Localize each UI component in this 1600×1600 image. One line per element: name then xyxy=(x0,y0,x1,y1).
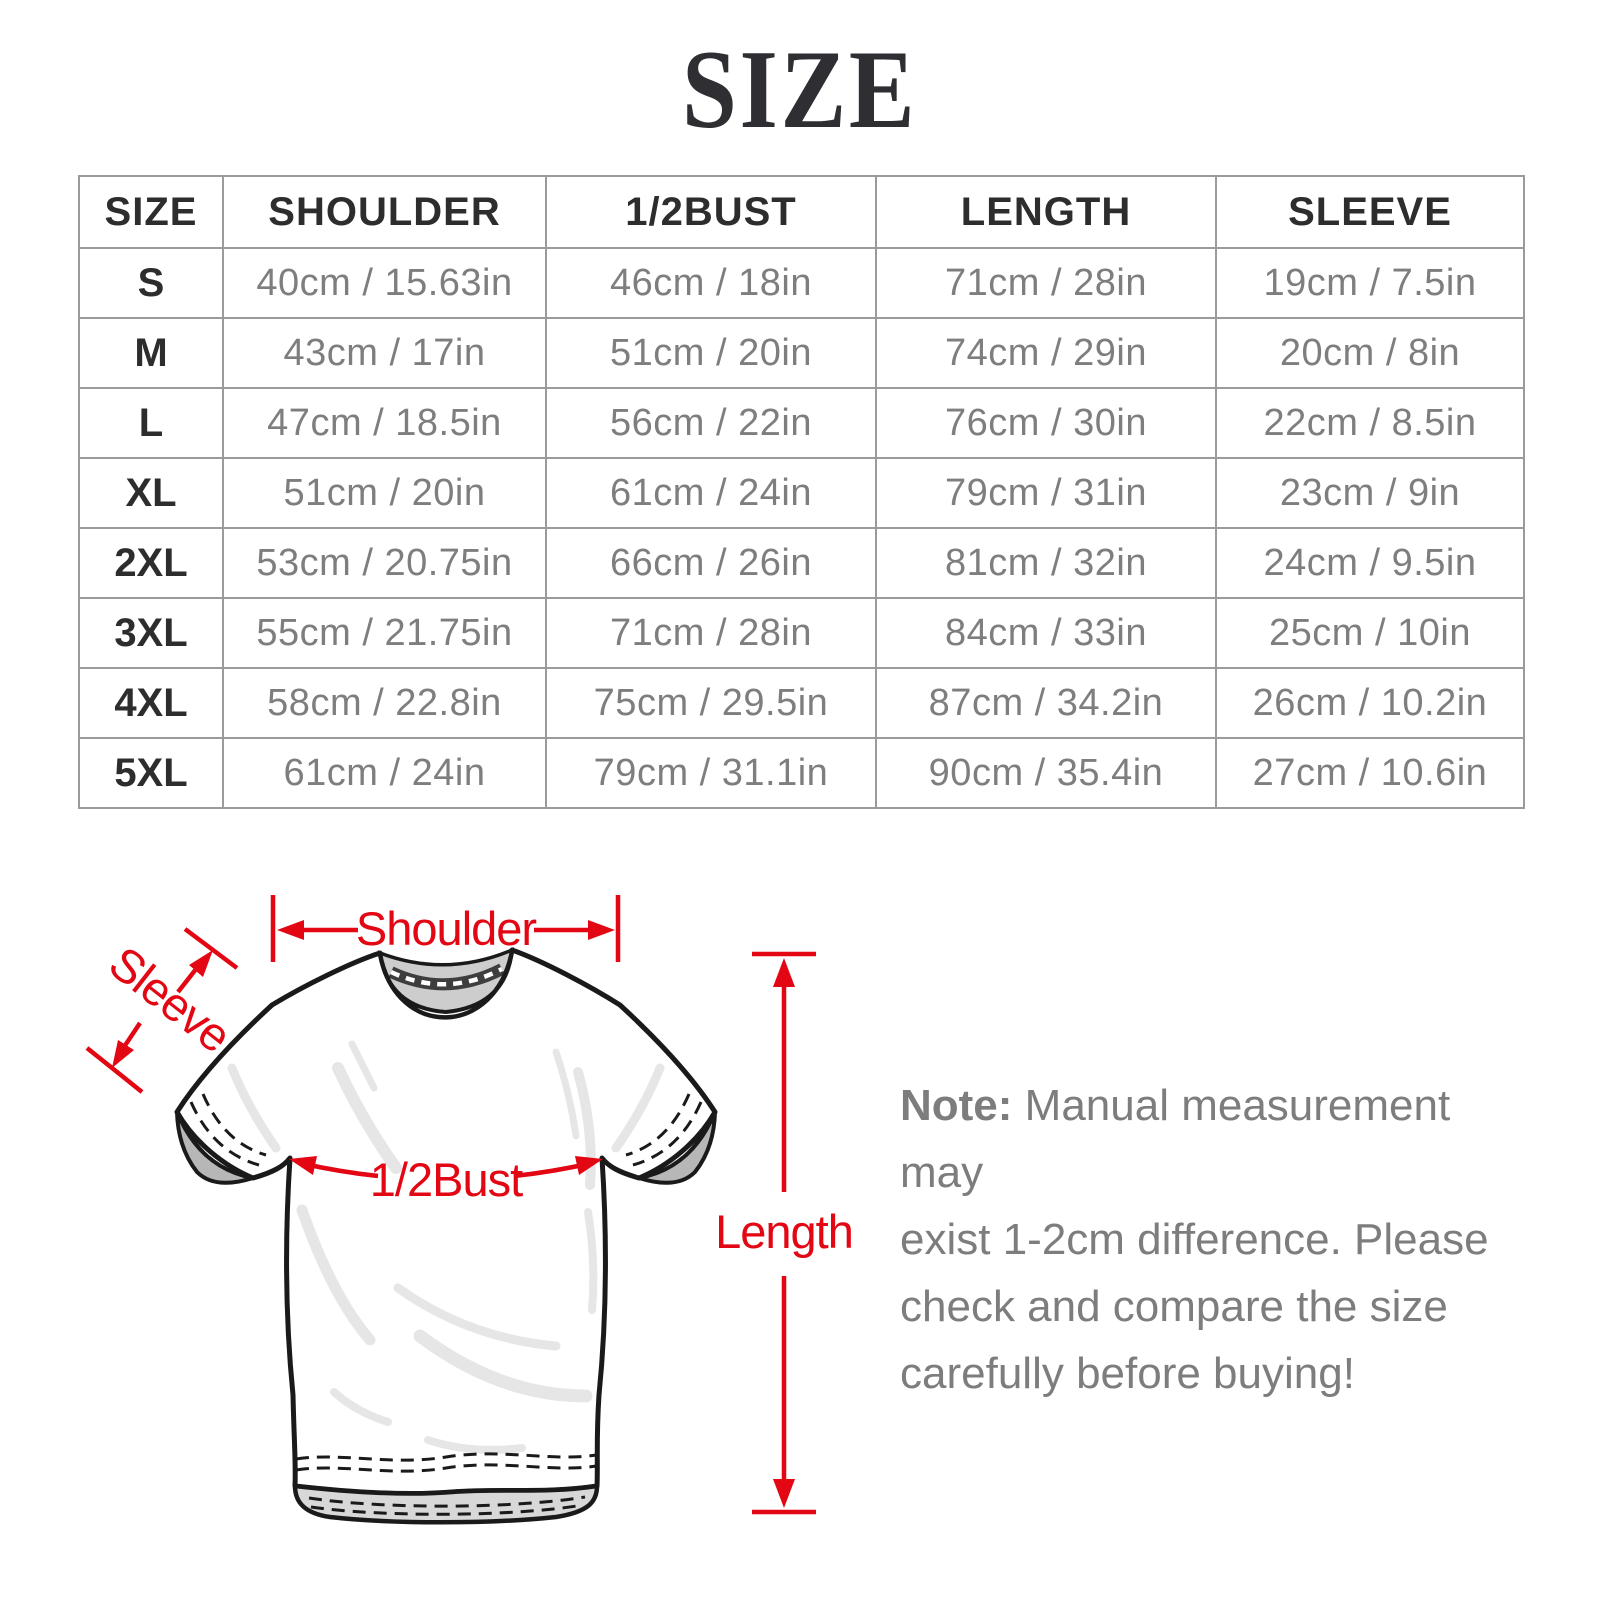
measurement-cell: 61cm / 24in xyxy=(222,737,547,809)
measurement-cell: 79cm / 31.1in xyxy=(545,737,877,809)
left-cuff xyxy=(175,1093,267,1185)
collar xyxy=(377,947,515,1020)
half-bust-label: 1/2Bust xyxy=(370,1153,523,1206)
note-line-2: exist 1-2cm difference. Please xyxy=(900,1215,1489,1264)
arrow-left-icon xyxy=(277,920,304,940)
right-cuff xyxy=(625,1093,717,1185)
note-line-4: carefully before buying! xyxy=(900,1349,1355,1398)
column-header: LENGTH xyxy=(875,175,1217,249)
size-cell: 5XL xyxy=(78,737,224,809)
page-title: SIZE xyxy=(0,34,1600,146)
measurement-cell: 79cm / 31in xyxy=(875,457,1217,529)
measurement-cell: 71cm / 28in xyxy=(545,597,877,669)
table-row: L 47cm / 18.5in 56cm / 22in 76cm / 30in 22cm… xyxy=(78,387,1525,459)
size-cell: XL xyxy=(78,457,224,529)
measurement-cell: 76cm / 30in xyxy=(875,387,1217,459)
measurement-cell: 81cm / 32in xyxy=(875,527,1217,599)
length-label: Length xyxy=(715,1205,853,1258)
measurement-cell: 43cm / 17in xyxy=(222,317,547,389)
measurement-cell: 53cm / 20.75in xyxy=(222,527,547,599)
measurement-cell: 71cm / 28in xyxy=(875,247,1217,319)
measurement-cell: 84cm / 33in xyxy=(875,597,1217,669)
measurement-cell: 25cm / 10in xyxy=(1215,597,1525,669)
column-header: 1/2BUST xyxy=(545,175,877,249)
measurement-cell: 55cm / 21.75in xyxy=(222,597,547,669)
page-title-text: SIZE xyxy=(682,28,918,152)
measurement-cell: 20cm / 8in xyxy=(1215,317,1525,389)
size-cell: 3XL xyxy=(78,597,224,669)
measurement-cell: 22cm / 8.5in xyxy=(1215,387,1525,459)
arrow-down-left-icon xyxy=(112,1040,134,1068)
table-row: 3XL 55cm / 21.75in 71cm / 28in 84cm / 33in 2… xyxy=(78,597,1525,669)
column-header: SIZE xyxy=(78,175,224,249)
table-header-row: SIZE SHOULDER 1/2BUST LENGTH SLEEVE xyxy=(78,175,1525,249)
table-row: XL 51cm / 20in 61cm / 24in 79cm / 31in 23cm … xyxy=(78,457,1525,529)
note-line-3: check and compare the size xyxy=(900,1282,1448,1331)
size-cell: 2XL xyxy=(78,527,224,599)
measurement-cell: 47cm / 18.5in xyxy=(222,387,547,459)
table-row: 5XL 61cm / 24in 79cm / 31.1in 90cm / 35.4in… xyxy=(78,737,1525,809)
table-body: S 40cm / 15.63in 46cm / 18in 71cm / 28in 19c… xyxy=(78,247,1525,809)
column-header: SLEEVE xyxy=(1215,175,1525,249)
hem xyxy=(292,1452,600,1525)
table-row: 2XL 53cm / 20.75in 66cm / 26in 81cm / 32in 2… xyxy=(78,527,1525,599)
measurement-cell: 90cm / 35.4in xyxy=(875,737,1217,809)
note-line-1: Manual measurement may xyxy=(900,1081,1451,1197)
size-cell: S xyxy=(78,247,224,319)
table-row: M 43cm / 17in 51cm / 20in 74cm / 29in 20cm /… xyxy=(78,317,1525,389)
size-cell: M xyxy=(78,317,224,389)
tshirt-diagram: Shoulder Sleeve 1/2Bust xyxy=(85,895,854,1525)
measurement-cell: 40cm / 15.63in xyxy=(222,247,547,319)
note-text: Note: Manual measurement may exist 1-2cm… xyxy=(900,1072,1520,1407)
measurement-cell: 51cm / 20in xyxy=(222,457,547,529)
measurement-cell: 23cm / 9in xyxy=(1215,457,1525,529)
measurement-cell: 87cm / 34.2in xyxy=(875,667,1217,739)
measurement-cell: 58cm / 22.8in xyxy=(222,667,547,739)
half-bust-annotation: 1/2Bust xyxy=(289,1153,603,1206)
arrow-up-right-icon xyxy=(189,950,213,977)
arrow-down-icon xyxy=(773,1479,795,1508)
note-label: Note: xyxy=(900,1081,1013,1130)
measurement-cell: 56cm / 22in xyxy=(545,387,877,459)
size-table: SIZE SHOULDER 1/2BUST LENGTH SLEEVE S 40cm / … xyxy=(78,175,1525,809)
tshirt-illustration xyxy=(174,947,718,1525)
measurement-cell: 24cm / 9.5in xyxy=(1215,527,1525,599)
measurement-cell: 19cm / 7.5in xyxy=(1215,247,1525,319)
table-row: S 40cm / 15.63in 46cm / 18in 71cm / 28in 19c… xyxy=(78,247,1525,319)
measurement-cell: 74cm / 29in xyxy=(875,317,1217,389)
measurement-cell: 51cm / 20in xyxy=(545,317,877,389)
measurement-cell: 46cm / 18in xyxy=(545,247,877,319)
tshirt-body xyxy=(174,947,718,1497)
arrow-right-icon xyxy=(588,920,615,940)
fabric-wrinkles xyxy=(227,1040,665,1454)
arrow-up-icon xyxy=(773,958,795,987)
size-cell: 4XL xyxy=(78,667,224,739)
measurement-cell: 75cm / 29.5in xyxy=(545,667,877,739)
measurement-cell: 61cm / 24in xyxy=(545,457,877,529)
length-annotation: Length xyxy=(715,951,854,1515)
column-header: SHOULDER xyxy=(222,175,547,249)
note-line: Note: Manual measurement may xyxy=(900,1072,1520,1206)
measurement-cell: 66cm / 26in xyxy=(545,527,877,599)
sleeve-annotation: Sleeve xyxy=(85,927,241,1094)
shoulder-annotation: Shoulder xyxy=(270,895,621,962)
measurement-cell: 26cm / 10.2in xyxy=(1215,667,1525,739)
shoulder-label: Shoulder xyxy=(356,902,536,955)
table-row: 4XL 58cm / 22.8in 75cm / 29.5in 87cm / 34.2… xyxy=(78,667,1525,739)
arrow-right-icon xyxy=(575,1156,603,1175)
size-cell: L xyxy=(78,387,224,459)
measurement-cell: 27cm / 10.6in xyxy=(1215,737,1525,809)
